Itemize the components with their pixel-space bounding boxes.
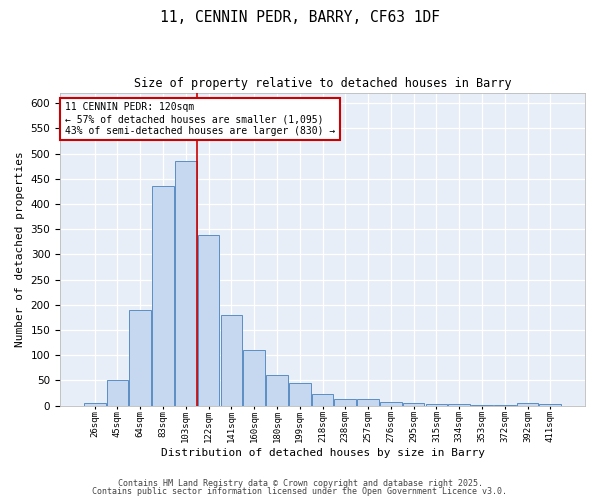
Bar xyxy=(130,310,151,406)
Bar xyxy=(334,400,356,406)
Bar xyxy=(380,402,401,406)
Text: 11, CENNIN PEDR, BARRY, CF63 1DF: 11, CENNIN PEDR, BARRY, CF63 1DF xyxy=(160,10,440,25)
Bar xyxy=(425,404,447,406)
Bar xyxy=(471,404,493,406)
Bar xyxy=(539,404,561,406)
Text: Contains public sector information licensed under the Open Government Licence v3: Contains public sector information licen… xyxy=(92,487,508,496)
Bar xyxy=(357,400,379,406)
Bar xyxy=(403,403,424,406)
Bar xyxy=(289,383,311,406)
Bar xyxy=(311,394,334,406)
Bar xyxy=(448,404,470,406)
Title: Size of property relative to detached houses in Barry: Size of property relative to detached ho… xyxy=(134,78,511,90)
Bar xyxy=(84,403,106,406)
X-axis label: Distribution of detached houses by size in Barry: Distribution of detached houses by size … xyxy=(161,448,485,458)
Bar xyxy=(494,405,515,406)
Bar xyxy=(221,315,242,406)
Text: 11 CENNIN PEDR: 120sqm
← 57% of detached houses are smaller (1,095)
43% of semi-: 11 CENNIN PEDR: 120sqm ← 57% of detached… xyxy=(65,102,335,136)
Bar xyxy=(266,376,288,406)
Bar xyxy=(175,161,197,406)
Bar xyxy=(152,186,174,406)
Bar xyxy=(244,350,265,406)
Bar xyxy=(517,402,538,406)
Text: Contains HM Land Registry data © Crown copyright and database right 2025.: Contains HM Land Registry data © Crown c… xyxy=(118,478,482,488)
Bar xyxy=(198,235,220,406)
Bar xyxy=(107,380,128,406)
Y-axis label: Number of detached properties: Number of detached properties xyxy=(15,152,25,347)
